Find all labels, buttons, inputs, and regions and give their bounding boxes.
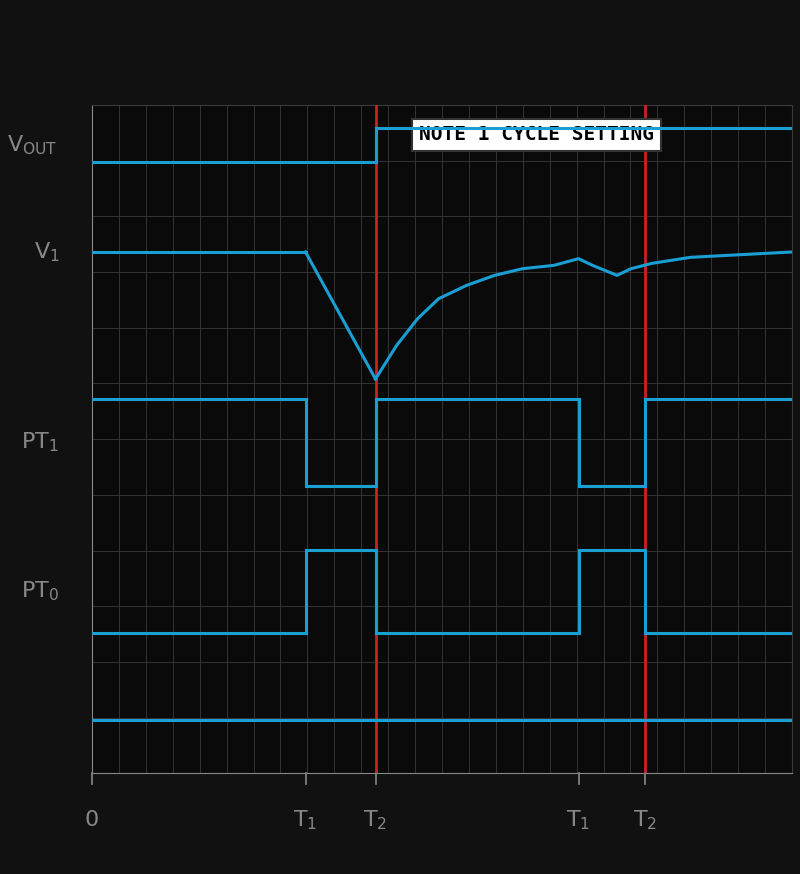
Text: $\mathsf{PT_0}$: $\mathsf{PT_0}$ — [21, 579, 58, 603]
Text: $\mathsf{T_1}$: $\mathsf{T_1}$ — [294, 808, 318, 832]
Text: $\mathsf{T_2}$: $\mathsf{T_2}$ — [363, 808, 387, 832]
Text: NOTE 1 CYCLE SETTING: NOTE 1 CYCLE SETTING — [419, 126, 654, 144]
Text: 0: 0 — [85, 810, 99, 830]
Text: $\mathsf{T_1}$: $\mathsf{T_1}$ — [566, 808, 590, 832]
Text: $\mathsf{PT_1}$: $\mathsf{PT_1}$ — [21, 431, 58, 454]
Text: $\mathsf{V_1}$: $\mathsf{V_1}$ — [34, 240, 59, 264]
Text: $\mathsf{V_{OUT}}$: $\mathsf{V_{OUT}}$ — [7, 133, 58, 156]
Text: $\mathsf{T_2}$: $\mathsf{T_2}$ — [633, 808, 657, 832]
